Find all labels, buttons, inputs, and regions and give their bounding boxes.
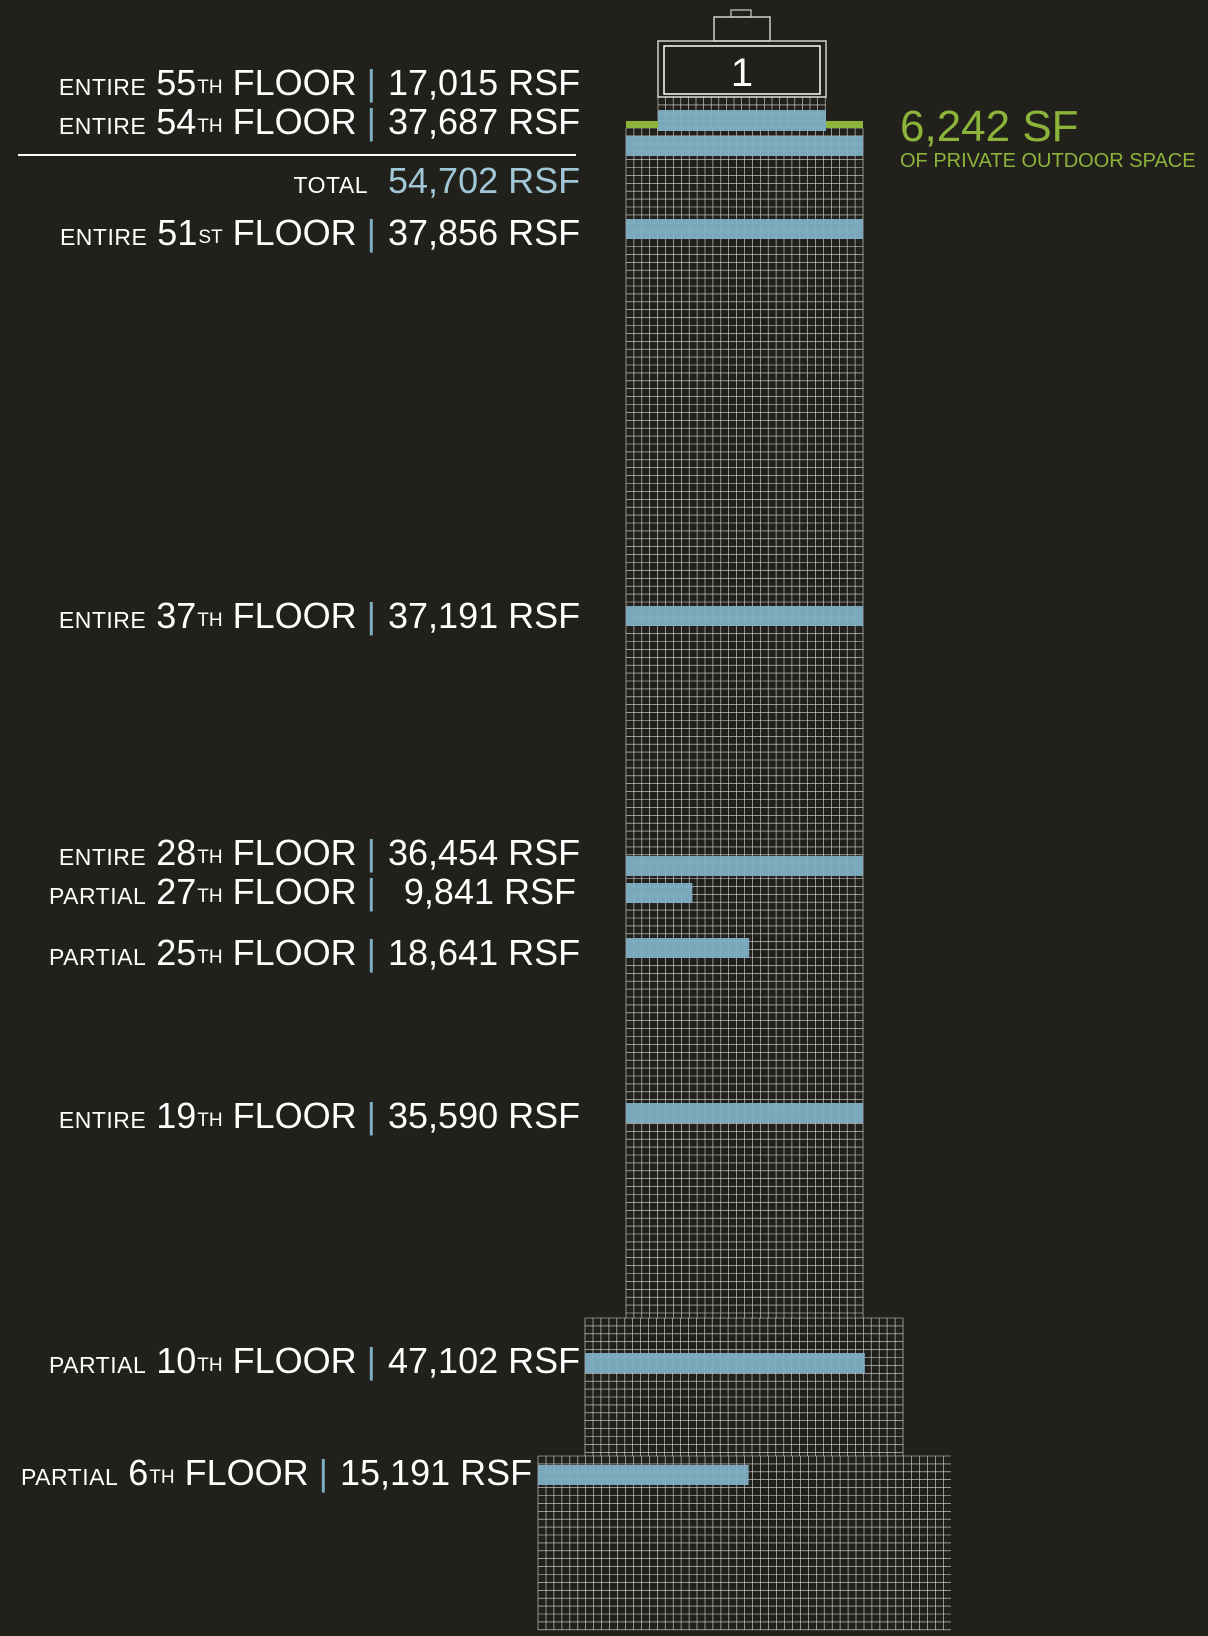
total-value: 54,702 RSF bbox=[388, 160, 581, 201]
floor-band-37 bbox=[626, 606, 863, 626]
terrace-east bbox=[826, 121, 863, 128]
floor-qualifier: ENTIRE bbox=[58, 844, 147, 870]
floor-word: FLOOR bbox=[232, 62, 357, 103]
floor-word: FLOOR bbox=[232, 832, 357, 873]
floor-ordinal-suffix: TH bbox=[197, 847, 223, 868]
outdoor-space-label: OF PRIVATE OUTDOOR SPACE bbox=[900, 150, 1196, 172]
floor-qualifier: PARTIAL bbox=[49, 1352, 147, 1378]
floor-qualifier: ENTIRE bbox=[58, 113, 147, 139]
floor-separator: | bbox=[366, 1095, 376, 1136]
floor-band-55 bbox=[658, 110, 826, 131]
floor-rsf: 35,590 RSF bbox=[388, 1095, 581, 1136]
floor-number: 28 bbox=[156, 832, 197, 873]
floor-row-51: ENTIRE 51 ST FLOOR | 37,856 RSF bbox=[0, 212, 581, 256]
floor-word: FLOOR bbox=[232, 595, 357, 636]
floor-rsf: 47,102 RSF bbox=[388, 1340, 581, 1381]
floor-row-27: PARTIAL 27 TH FLOOR | 9,841 RSF bbox=[0, 871, 576, 915]
podium-lower-grid bbox=[537, 1455, 951, 1631]
floor-separator: | bbox=[366, 101, 376, 142]
floor-separator: | bbox=[366, 62, 376, 103]
roof-sign-box bbox=[663, 45, 821, 95]
floor-row-37: ENTIRE 37 TH FLOOR | 37,191 RSF bbox=[0, 595, 581, 639]
floor-ordinal-suffix: TH bbox=[197, 116, 223, 137]
floor-number: 19 bbox=[156, 1095, 197, 1136]
total-label: TOTAL bbox=[293, 172, 368, 198]
floor-word: FLOOR bbox=[232, 1340, 357, 1381]
floor-word: FLOOR bbox=[184, 1452, 309, 1493]
floor-band-10 bbox=[585, 1353, 865, 1373]
floor-separator: | bbox=[366, 212, 376, 253]
floor-row-28: ENTIRE 28 TH FLOOR | 36,454 RSF bbox=[0, 832, 581, 876]
floor-separator: | bbox=[366, 832, 376, 873]
total-divider bbox=[18, 154, 576, 156]
floor-ordinal-suffix: TH bbox=[149, 1467, 175, 1488]
floor-separator: | bbox=[318, 1452, 328, 1493]
floor-number: 6 bbox=[128, 1452, 149, 1493]
floor-separator: | bbox=[366, 1340, 376, 1381]
floor-band-51 bbox=[626, 219, 863, 239]
floor-band-28 bbox=[626, 856, 863, 876]
floor-band-27 bbox=[626, 883, 693, 903]
floor-band-19 bbox=[626, 1103, 863, 1123]
floor-rsf: 37,191 RSF bbox=[388, 595, 581, 636]
floor-band-54 bbox=[626, 136, 863, 156]
floor-number: 51 bbox=[157, 212, 198, 253]
podium-upper-grid bbox=[584, 1317, 904, 1456]
floor-ordinal-suffix: TH bbox=[197, 947, 223, 968]
floor-ordinal-suffix: TH bbox=[197, 77, 223, 98]
floor-rsf: 37,687 RSF bbox=[388, 101, 581, 142]
floor-row-54: ENTIRE 54 TH FLOOR | 37,687 RSF bbox=[0, 101, 581, 145]
floor-rsf: 9,841 RSF bbox=[403, 871, 576, 912]
floor-rsf: 17,015 RSF bbox=[388, 62, 581, 103]
floor-number: 10 bbox=[156, 1340, 197, 1381]
floor-qualifier: PARTIAL bbox=[21, 1464, 119, 1490]
floor-qualifier: PARTIAL bbox=[49, 883, 147, 909]
outdoor-space-value: 6,242 SF bbox=[900, 102, 1079, 151]
floor-word: FLOOR bbox=[232, 212, 357, 253]
floor-word: FLOOR bbox=[232, 1095, 357, 1136]
floor-separator: | bbox=[366, 871, 376, 912]
floor-rsf: 36,454 RSF bbox=[388, 832, 581, 873]
floor-separator: | bbox=[366, 595, 376, 636]
terrace-west bbox=[626, 121, 658, 128]
floor-rsf: 18,641 RSF bbox=[388, 932, 581, 973]
floor-word: FLOOR bbox=[232, 871, 357, 912]
floor-ordinal-suffix: TH bbox=[197, 886, 223, 907]
floor-ordinal-suffix: ST bbox=[198, 227, 223, 248]
floor-word: FLOOR bbox=[232, 932, 357, 973]
floor-row-10: PARTIAL 10 TH FLOOR | 47,102 RSF bbox=[0, 1340, 581, 1384]
floor-row-6: PARTIAL 6 TH FLOOR | 15,191 RSF bbox=[0, 1452, 533, 1496]
roof-sign-text: 1 bbox=[731, 51, 753, 95]
floor-band-6 bbox=[538, 1465, 749, 1485]
floor-rsf: 37,856 RSF bbox=[388, 212, 581, 253]
floor-number: 27 bbox=[156, 871, 197, 912]
floor-qualifier: PARTIAL bbox=[49, 944, 147, 970]
floor-row-19: ENTIRE 19 TH FLOOR | 35,590 RSF bbox=[0, 1095, 581, 1139]
floor-qualifier: ENTIRE bbox=[59, 224, 148, 250]
floor-number: 37 bbox=[156, 595, 197, 636]
floor-word: FLOOR bbox=[232, 101, 357, 142]
floor-row-55: ENTIRE 55 TH FLOOR | 17,015 RSF bbox=[0, 62, 581, 106]
floor-separator: | bbox=[366, 932, 376, 973]
floor-ordinal-suffix: TH bbox=[197, 1355, 223, 1376]
floor-qualifier: ENTIRE bbox=[58, 607, 147, 633]
floor-qualifier: ENTIRE bbox=[58, 1107, 147, 1133]
floor-number: 55 bbox=[156, 62, 197, 103]
tower-facade-grid bbox=[625, 127, 864, 1318]
floor-number: 25 bbox=[156, 932, 197, 973]
floor-ordinal-suffix: TH bbox=[197, 610, 223, 631]
rooftop-mechanical bbox=[713, 16, 771, 42]
floor-number: 54 bbox=[156, 101, 197, 142]
rooftop-antenna-base bbox=[730, 9, 752, 18]
total-row: TOTAL 54,702 RSF bbox=[0, 160, 581, 204]
floor-rsf: 15,191 RSF bbox=[340, 1452, 533, 1493]
floor-ordinal-suffix: TH bbox=[197, 1110, 223, 1131]
floor-qualifier: ENTIRE bbox=[58, 74, 147, 100]
floor-band-25 bbox=[626, 938, 750, 958]
floor-row-25: PARTIAL 25 TH FLOOR | 18,641 RSF bbox=[0, 932, 581, 976]
